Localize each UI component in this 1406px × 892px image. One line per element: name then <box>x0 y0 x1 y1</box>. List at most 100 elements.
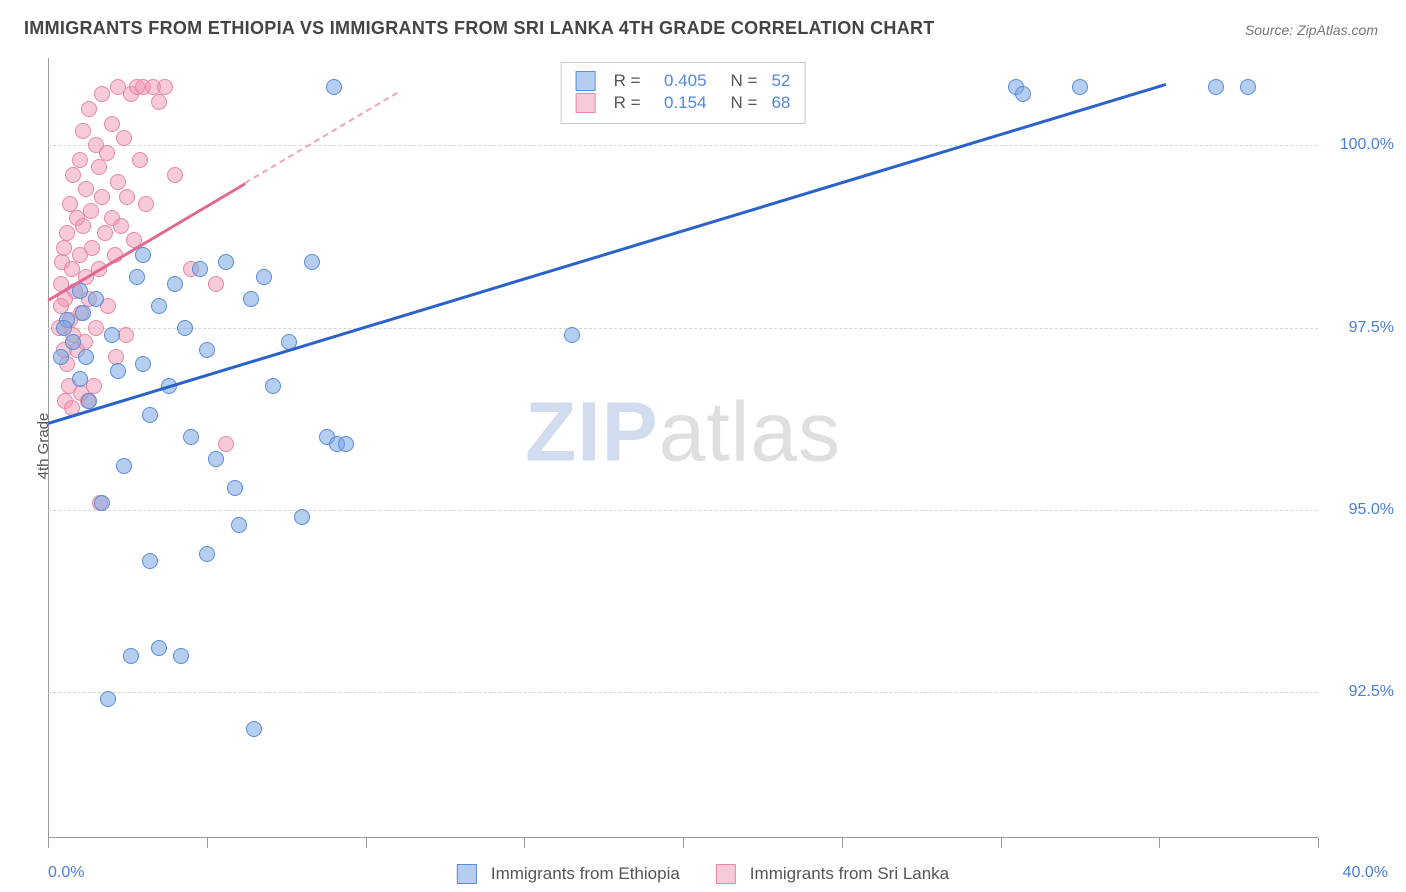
correlation-legend: R = 0.405 N = 52 R = 0.154 N = 68 <box>561 62 806 124</box>
legend-label-ethiopia: Immigrants from Ethiopia <box>491 864 680 884</box>
scatter-point-ethiopia <box>256 269 272 285</box>
scatter-point-ethiopia <box>104 327 120 343</box>
r-label: R = <box>614 71 641 91</box>
scatter-point-srilanka <box>116 130 132 146</box>
scatter-point-srilanka <box>108 349 124 365</box>
scatter-point-ethiopia <box>243 291 259 307</box>
watermark: ZIPatlas <box>525 384 841 481</box>
x-axis-min-label: 0.0% <box>48 864 84 882</box>
scatter-point-ethiopia <box>110 363 126 379</box>
scatter-point-srilanka <box>97 225 113 241</box>
scatter-point-ethiopia <box>326 79 342 95</box>
xtick <box>207 838 208 848</box>
scatter-point-ethiopia <box>53 349 69 365</box>
scatter-point-srilanka <box>72 152 88 168</box>
scatter-point-srilanka <box>78 181 94 197</box>
scatter-point-ethiopia <box>1240 79 1256 95</box>
swatch-srilanka-icon <box>576 93 596 113</box>
scatter-point-srilanka <box>75 218 91 234</box>
ytick-label: 92.5% <box>1349 683 1394 701</box>
scatter-point-srilanka <box>65 167 81 183</box>
scatter-point-srilanka <box>151 94 167 110</box>
scatter-point-ethiopia <box>246 721 262 737</box>
scatter-point-ethiopia <box>218 254 234 270</box>
ytick-label: 95.0% <box>1349 501 1394 519</box>
scatter-point-ethiopia <box>265 378 281 394</box>
gridline-h <box>48 328 1318 329</box>
scatter-point-ethiopia <box>167 276 183 292</box>
scatter-point-ethiopia <box>208 451 224 467</box>
scatter-point-ethiopia <box>1015 86 1031 102</box>
scatter-point-srilanka <box>104 116 120 132</box>
r-value-ethiopia: 0.405 <box>651 71 707 91</box>
scatter-point-ethiopia <box>294 509 310 525</box>
scatter-point-ethiopia <box>123 648 139 664</box>
scatter-point-srilanka <box>99 145 115 161</box>
gridline-h <box>48 145 1318 146</box>
xtick <box>842 838 843 848</box>
xtick <box>366 838 367 848</box>
watermark-zip: ZIP <box>525 385 659 479</box>
scatter-point-srilanka <box>167 167 183 183</box>
scatter-point-srilanka <box>94 86 110 102</box>
scatter-point-ethiopia <box>227 480 243 496</box>
chart-title: IMMIGRANTS FROM ETHIOPIA VS IMMIGRANTS F… <box>24 18 935 39</box>
scatter-point-srilanka <box>208 276 224 292</box>
scatter-point-ethiopia <box>199 342 215 358</box>
scatter-point-srilanka <box>132 152 148 168</box>
n-value-srilanka: 68 <box>771 93 790 113</box>
swatch-ethiopia-icon <box>576 71 596 91</box>
scatter-point-ethiopia <box>116 458 132 474</box>
xtick <box>1001 838 1002 848</box>
r-row-srilanka: R = 0.154 N = 68 <box>576 93 791 113</box>
scatter-point-ethiopia <box>142 407 158 423</box>
scatter-point-ethiopia <box>72 371 88 387</box>
watermark-atlas: atlas <box>659 385 841 479</box>
bottom-legend: Immigrants from Ethiopia Immigrants from… <box>457 864 949 884</box>
scatter-point-srilanka <box>94 189 110 205</box>
scatter-point-srilanka <box>56 240 72 256</box>
scatter-point-ethiopia <box>151 298 167 314</box>
scatter-point-ethiopia <box>304 254 320 270</box>
scatter-point-ethiopia <box>75 305 91 321</box>
xtick <box>683 838 684 848</box>
scatter-point-ethiopia <box>183 429 199 445</box>
xtick <box>1159 838 1160 848</box>
scatter-point-srilanka <box>157 79 173 95</box>
r-row-ethiopia: R = 0.405 N = 52 <box>576 71 791 91</box>
y-axis-line <box>48 58 49 838</box>
scatter-point-srilanka <box>88 320 104 336</box>
legend-label-srilanka: Immigrants from Sri Lanka <box>750 864 949 884</box>
scatter-point-ethiopia <box>231 517 247 533</box>
r-label: R = <box>614 93 641 113</box>
ytick-label: 97.5% <box>1349 319 1394 337</box>
n-value-ethiopia: 52 <box>771 71 790 91</box>
scatter-point-ethiopia <box>192 261 208 277</box>
scatter-point-srilanka <box>218 436 234 452</box>
scatter-point-srilanka <box>84 240 100 256</box>
scatter-point-ethiopia <box>199 546 215 562</box>
n-label: N = <box>731 71 758 91</box>
scatter-point-srilanka <box>119 189 135 205</box>
scatter-point-ethiopia <box>1208 79 1224 95</box>
scatter-point-srilanka <box>75 123 91 139</box>
swatch-srilanka-icon <box>716 864 736 884</box>
legend-item-srilanka: Immigrants from Sri Lanka <box>716 864 949 884</box>
xtick <box>48 838 49 848</box>
trend-line <box>48 84 1166 425</box>
scatter-point-ethiopia <box>135 356 151 372</box>
scatter-point-ethiopia <box>151 640 167 656</box>
scatter-point-ethiopia <box>100 691 116 707</box>
legend-item-ethiopia: Immigrants from Ethiopia <box>457 864 680 884</box>
scatter-point-srilanka <box>83 203 99 219</box>
scatter-point-ethiopia <box>78 349 94 365</box>
swatch-ethiopia-icon <box>457 864 477 884</box>
scatter-point-ethiopia <box>56 320 72 336</box>
n-label: N = <box>731 93 758 113</box>
x-axis-max-label: 40.0% <box>1343 864 1388 882</box>
scatter-point-ethiopia <box>564 327 580 343</box>
scatter-point-ethiopia <box>88 291 104 307</box>
scatter-point-ethiopia <box>81 393 97 409</box>
scatter-point-ethiopia <box>338 436 354 452</box>
r-value-srilanka: 0.154 <box>651 93 707 113</box>
